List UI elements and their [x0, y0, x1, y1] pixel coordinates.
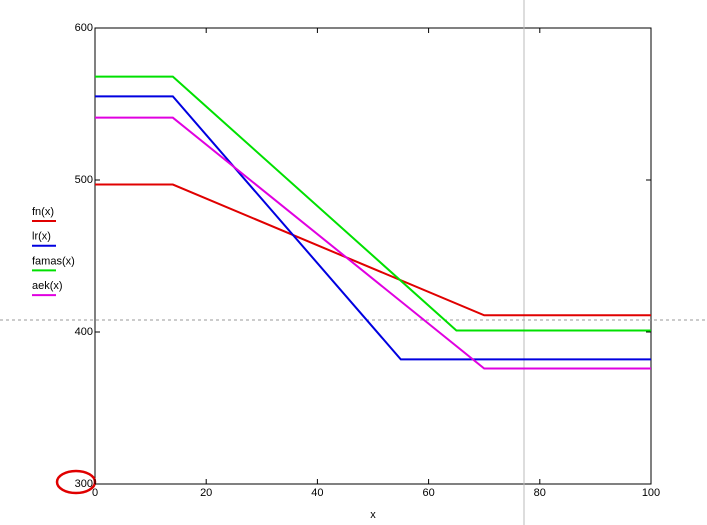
x-tick-label: 20: [200, 487, 212, 499]
legend-label: fn(x): [32, 206, 54, 218]
y-tick-label: 600: [75, 22, 93, 34]
series-line: [95, 116, 651, 370]
series-line: [95, 75, 651, 332]
y-tick-label: 400: [75, 326, 93, 338]
x-axis-label: x: [370, 509, 376, 521]
legend-label: lr(x): [32, 231, 51, 243]
series-line: [95, 95, 651, 361]
x-tick-label: 80: [534, 487, 546, 499]
y-tick-label: 500: [75, 174, 93, 186]
x-tick-label: 0: [92, 487, 98, 499]
x-tick-label: 40: [311, 487, 323, 499]
x-tick-label: 60: [422, 487, 434, 499]
series-line: [95, 183, 651, 317]
x-tick-label: 100: [642, 487, 660, 499]
legend-label: aek(x): [32, 280, 63, 292]
y-tick-label: 300: [75, 478, 93, 490]
plot-frame: [94, 27, 652, 485]
legend-label: famas(x): [32, 255, 75, 267]
